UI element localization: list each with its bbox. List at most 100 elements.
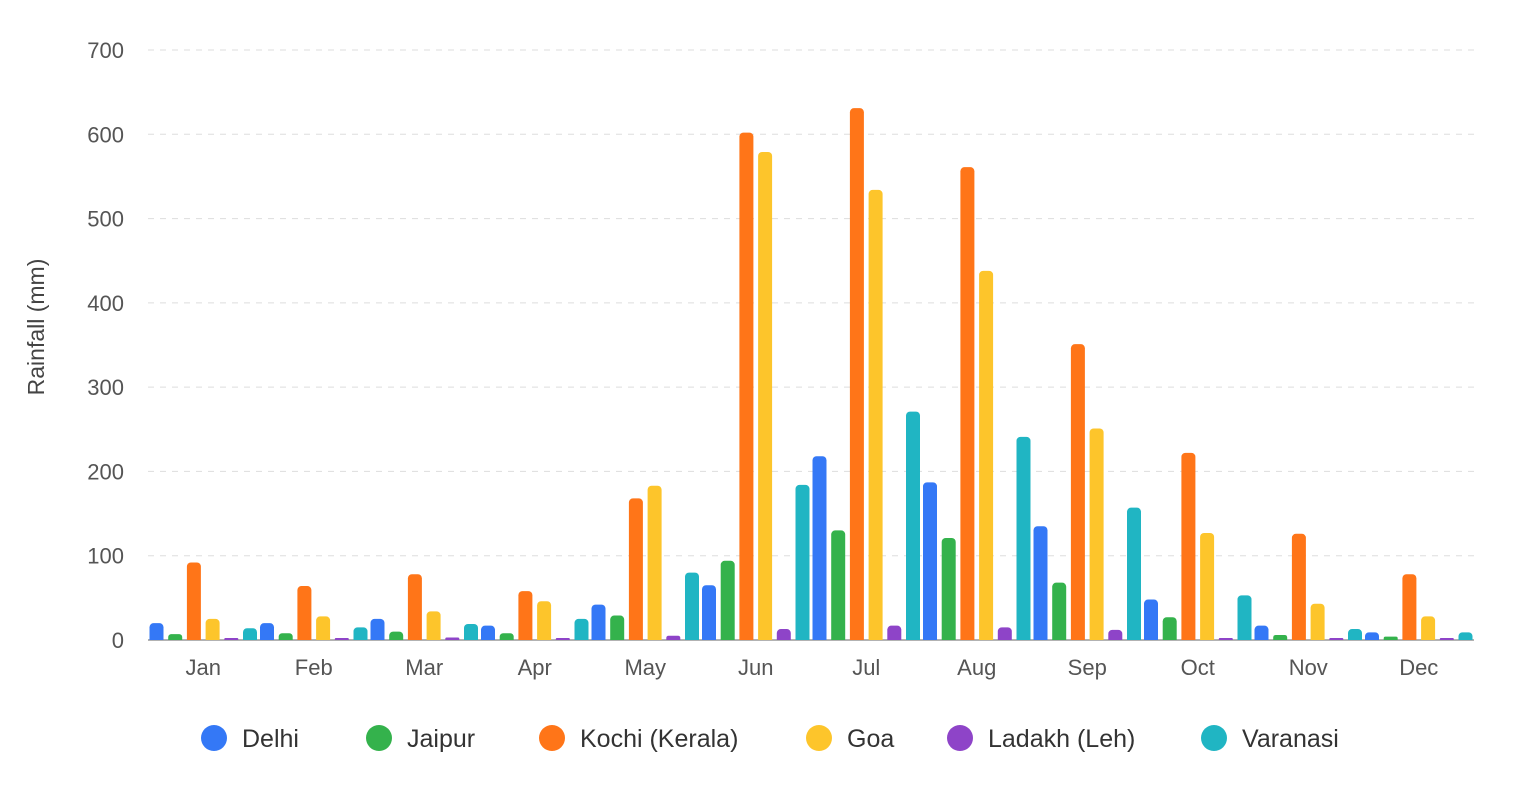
legend: Delhi Jaipur Kochi (Kerala) Goa Ladakh (Leh)…	[201, 725, 1339, 753]
bar-aug-0	[923, 482, 937, 640]
bar-apr-0	[481, 625, 495, 640]
bar-aug-4	[997, 627, 1012, 640]
legend-swatch-0	[201, 725, 227, 751]
y-tick-label: 500	[87, 207, 124, 232]
bar-may-0	[591, 604, 606, 640]
y-axis-ticks: 0 100 200 300 400 500 600 700	[87, 38, 124, 653]
bar-dec-1	[1383, 636, 1398, 640]
bar-jan-1	[168, 634, 183, 640]
bar-oct-4	[1218, 638, 1233, 640]
bar-dec-5	[1458, 632, 1473, 640]
x-tick-label: Jun	[738, 655, 773, 680]
y-tick-label: 700	[87, 38, 124, 63]
bar-apr-4	[555, 638, 570, 640]
bar-jul-4	[887, 625, 902, 640]
x-tick-label: Jan	[186, 655, 221, 680]
bar-aug-3	[979, 270, 994, 640]
x-tick-label: Apr	[518, 655, 552, 680]
bar-jun-4	[776, 629, 791, 640]
bar-may-3	[647, 485, 662, 640]
y-tick-label: 100	[87, 544, 124, 569]
y-axis-title: Rainfall (mm)	[23, 259, 49, 396]
bar-jul-0	[812, 456, 827, 640]
bar-aug-2	[960, 167, 975, 640]
bar-feb-5	[353, 627, 368, 640]
bar-may-1	[610, 615, 625, 640]
bar-sep-5	[1127, 507, 1141, 640]
bar-sep-2	[1070, 344, 1085, 640]
bar-jun-2	[739, 132, 754, 640]
bar-dec-0	[1365, 632, 1379, 640]
bar-nov-3	[1310, 603, 1325, 640]
x-tick-label: Dec	[1399, 655, 1438, 680]
legend-label: Varanasi	[1242, 725, 1339, 753]
bar-jun-1	[720, 560, 735, 640]
x-tick-label: Sep	[1068, 655, 1107, 680]
y-tick-label: 200	[87, 459, 124, 484]
bar-oct-5	[1237, 595, 1252, 640]
bar-jan-4	[224, 638, 239, 640]
grid	[148, 49, 1474, 641]
bar-oct-2	[1181, 452, 1196, 640]
bar-jun-3	[758, 151, 773, 640]
bar-dec-3	[1421, 616, 1436, 640]
bar-jun-5	[795, 484, 810, 640]
bar-feb-4	[334, 638, 349, 640]
legend-label: Goa	[847, 725, 894, 753]
legend-swatch-5	[1201, 725, 1227, 751]
legend-label: Ladakh (Leh)	[988, 725, 1135, 753]
y-tick-label: 400	[87, 291, 124, 316]
bar-oct-3	[1200, 532, 1215, 640]
x-tick-label: Oct	[1181, 655, 1215, 680]
bar-feb-1	[278, 633, 293, 640]
x-tick-label: Nov	[1289, 655, 1328, 680]
bar-nov-5	[1348, 629, 1362, 640]
x-tick-label: May	[624, 655, 666, 680]
bar-mar-0	[370, 618, 385, 640]
bar-jan-5	[243, 628, 257, 640]
bar-may-5	[685, 572, 699, 640]
bar-oct-1	[1162, 617, 1177, 640]
bar-sep-1	[1052, 582, 1067, 640]
legend-label: Delhi	[242, 725, 299, 753]
bar-jan-0	[149, 623, 164, 640]
x-tick-label: Aug	[957, 655, 996, 680]
legend-swatch-2	[539, 725, 565, 751]
bar-mar-4	[445, 637, 460, 640]
bar-nov-2	[1291, 533, 1306, 640]
bar-apr-1	[499, 633, 514, 640]
bar-sep-0	[1033, 526, 1048, 640]
bar-jan-3	[205, 618, 220, 640]
bar-feb-0	[260, 623, 274, 640]
bar-nov-0	[1254, 625, 1269, 640]
x-tick-label: Mar	[405, 655, 443, 680]
bar-sep-3	[1089, 428, 1104, 640]
bar-mar-3	[426, 611, 441, 640]
legend-label: Jaipur	[407, 725, 475, 753]
bar-mar-1	[389, 631, 404, 640]
bar-dec-2	[1402, 574, 1417, 640]
bar-mar-2	[407, 574, 422, 640]
bar-apr-3	[537, 601, 552, 640]
bar-may-2	[628, 498, 643, 640]
x-axis-ticks: Jan Feb Mar Apr May Jun Jul Aug Sep Oct Nov Dec	[186, 655, 1439, 680]
bar-feb-3	[316, 616, 331, 640]
y-tick-label: 300	[87, 375, 124, 400]
bar-sep-4	[1108, 629, 1123, 640]
bar-dec-4	[1439, 638, 1454, 640]
bar-jul-1	[831, 530, 846, 640]
legend-swatch-4	[947, 725, 973, 751]
bar-jul-3	[868, 189, 883, 640]
bar-jul-5	[906, 411, 920, 640]
bar-may-4	[666, 635, 681, 640]
x-tick-label: Jul	[852, 655, 880, 680]
legend-swatch-1	[366, 725, 392, 751]
y-tick-label: 600	[87, 122, 124, 147]
bar-oct-0	[1144, 599, 1158, 640]
bar-jun-0	[702, 585, 716, 640]
bar-aug-1	[941, 538, 956, 640]
bar-aug-5	[1016, 436, 1031, 640]
bar-nov-4	[1329, 638, 1344, 640]
y-tick-label: 0	[112, 628, 124, 653]
